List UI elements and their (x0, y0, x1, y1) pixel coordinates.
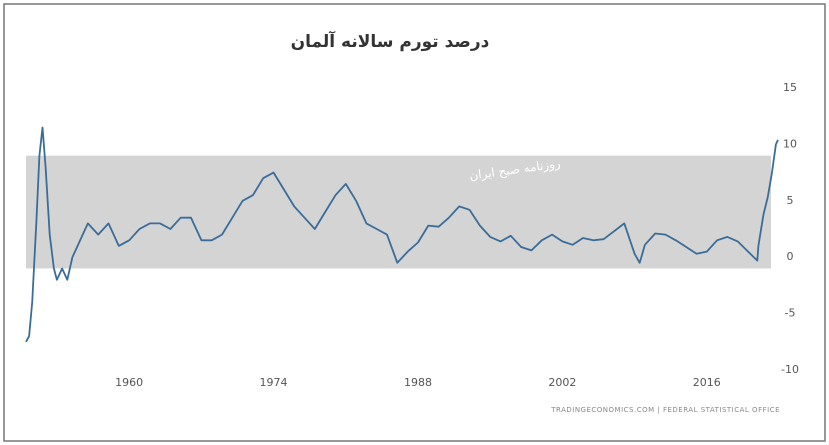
y-tick-label: 5 (787, 194, 794, 207)
source-note: TRADINGECONOMICS.COM | FEDERAL STATISTIC… (550, 406, 780, 414)
y-tick-label: 15 (783, 81, 797, 94)
frame (3, 3, 826, 442)
y-tick-label: 0 (787, 250, 794, 263)
x-tick-label: 1988 (404, 376, 432, 389)
target-band (26, 155, 771, 269)
x-tick-label: 2002 (548, 376, 576, 389)
y-tick-label: 10 (783, 137, 797, 150)
data-line (25, 126, 779, 343)
y-tick-label: -5 (785, 307, 796, 320)
x-tick-label: 1974 (260, 376, 288, 389)
x-tick-label: 2016 (693, 376, 721, 389)
y-tick-label: -10 (781, 363, 799, 376)
chart-title: درصد تورم سالانه آلمان (291, 30, 490, 52)
x-tick-label: 1960 (115, 376, 143, 389)
